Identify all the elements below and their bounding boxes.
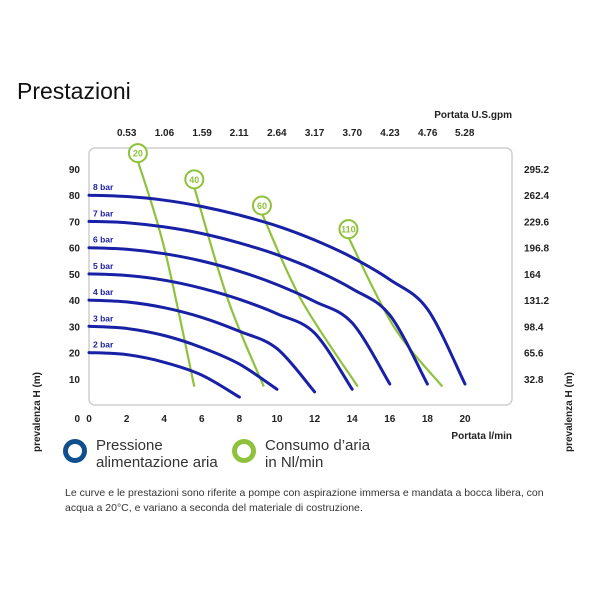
x-tick-label: 6 bbox=[199, 414, 205, 425]
pressure-curve-5-bar bbox=[87, 272, 354, 391]
air-curve-20 bbox=[136, 160, 196, 387]
x-top-tick-label: 1.59 bbox=[192, 128, 212, 139]
pressure-label: 7 bar bbox=[93, 208, 114, 218]
y-origin-label: 0 bbox=[74, 414, 80, 425]
pressure-ring-icon bbox=[63, 439, 87, 463]
air-curve-110 bbox=[347, 236, 444, 388]
x-tick-label: 10 bbox=[271, 414, 283, 425]
plot-frame bbox=[88, 147, 513, 406]
x-top-tick-label: 5.28 bbox=[455, 128, 475, 139]
y-right-tick-label: 65.6 bbox=[524, 349, 544, 360]
air-badge-label: 40 bbox=[189, 175, 199, 185]
y-right-tick-label: 131.2 bbox=[524, 296, 549, 307]
pressure-curve-3-bar bbox=[87, 324, 279, 391]
x-top-tick-label: 2.11 bbox=[230, 128, 249, 139]
air-ring-icon bbox=[232, 439, 256, 463]
x-top-tick-label: 4.23 bbox=[380, 128, 400, 139]
air-badge-60 bbox=[251, 195, 272, 216]
x-tick-label: 4 bbox=[161, 414, 167, 425]
pressure-label: 6 bar bbox=[93, 235, 114, 245]
air-badge-label: 60 bbox=[257, 201, 267, 211]
y-right-tick-label: 164 bbox=[524, 270, 541, 281]
y-right-axis-title: prevalenza H (m) bbox=[564, 372, 575, 452]
y-right-tick-label: 262.4 bbox=[524, 191, 549, 202]
legend-air-label: Consumo d’aria in Nl/min bbox=[265, 437, 371, 471]
pressure-curve-8-bar bbox=[87, 193, 467, 386]
y-right-tick-label: 295.2 bbox=[524, 165, 549, 176]
pressure-curve-6-bar bbox=[87, 246, 392, 386]
y-tick-label: 20 bbox=[69, 349, 81, 360]
x-top-tick-label: 3.17 bbox=[305, 128, 325, 139]
y-right-tick-label: 196.8 bbox=[524, 244, 549, 255]
y-tick-label: 10 bbox=[69, 375, 81, 386]
y-tick-label: 60 bbox=[69, 244, 81, 255]
air-badge-label: 110 bbox=[341, 225, 356, 235]
y-tick-label: 50 bbox=[69, 270, 81, 281]
y-right-tick-label: 32.8 bbox=[524, 375, 544, 386]
x-top-tick-label: 2.64 bbox=[267, 128, 287, 139]
pressure-curve-7-bar bbox=[87, 219, 429, 386]
air-badge-40 bbox=[184, 169, 205, 190]
x-tick-label: 18 bbox=[422, 414, 434, 425]
x-tick-label: 2 bbox=[124, 414, 130, 425]
x-tick-label: 14 bbox=[347, 414, 359, 425]
x-axis-title: Portata l/min bbox=[451, 431, 512, 442]
y-tick-label: 40 bbox=[69, 296, 81, 307]
x-tick-label: 20 bbox=[459, 414, 471, 425]
y-right-tick-label: 229.6 bbox=[524, 217, 549, 228]
y-tick-label: 30 bbox=[69, 322, 81, 333]
y-tick-label: 80 bbox=[69, 191, 81, 202]
air-badge-label: 20 bbox=[133, 149, 143, 159]
x-top-axis-title: Portata U.S.gpm bbox=[434, 110, 512, 121]
y-tick-label: 70 bbox=[69, 217, 81, 228]
pressure-label: 2 bar bbox=[93, 340, 114, 350]
x-top-tick-label: 3.70 bbox=[343, 128, 363, 139]
pressure-label: 4 bar bbox=[93, 287, 114, 297]
x-tick-label: 0 bbox=[86, 414, 92, 425]
pressure-curve-2-bar bbox=[87, 351, 241, 399]
pressure-label: 3 bar bbox=[93, 313, 114, 323]
y-right-tick-label: 98.4 bbox=[524, 322, 544, 333]
footnote: Le curve e le prestazioni sono riferite … bbox=[65, 487, 544, 514]
pressure-label: 8 bar bbox=[93, 182, 114, 192]
legend-pressure-label: Pressione alimentazione aria bbox=[96, 437, 218, 471]
air-badge-20 bbox=[127, 143, 148, 164]
page-title: Prestazioni bbox=[17, 78, 131, 104]
pressure-label: 5 bar bbox=[93, 261, 114, 271]
x-top-tick-label: 4.76 bbox=[418, 128, 438, 139]
air-badge-110 bbox=[338, 219, 359, 240]
x-tick-label: 8 bbox=[237, 414, 243, 425]
x-top-tick-label: 1.06 bbox=[155, 128, 175, 139]
x-tick-label: 12 bbox=[309, 414, 321, 425]
air-curve-40 bbox=[193, 186, 265, 388]
x-tick-label: 16 bbox=[384, 414, 396, 425]
y-tick-label: 90 bbox=[69, 165, 81, 176]
x-top-tick-label: 0.53 bbox=[117, 128, 137, 139]
pressure-curve-4-bar bbox=[87, 298, 317, 394]
y-axis-title: prevalenza H (m) bbox=[32, 372, 43, 452]
air-curve-60 bbox=[260, 213, 359, 388]
